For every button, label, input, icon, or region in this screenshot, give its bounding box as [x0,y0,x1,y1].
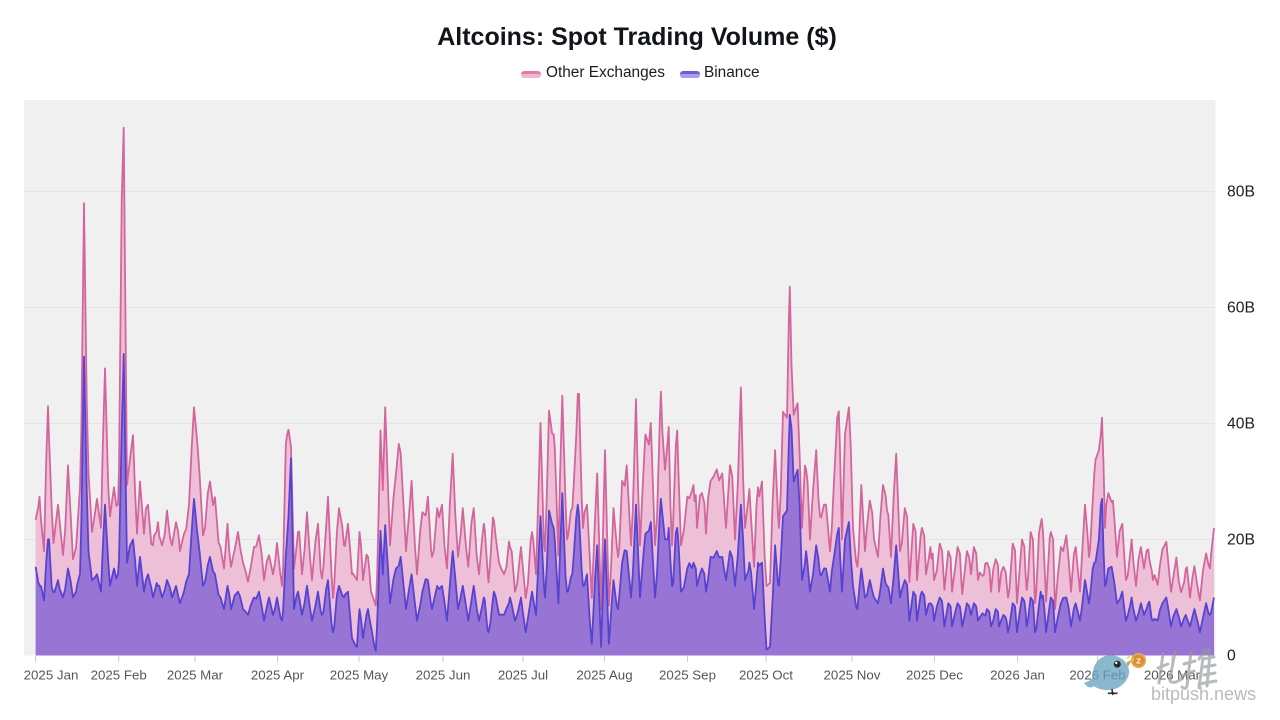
svg-text:2025 Apr: 2025 Apr [251,668,305,683]
svg-text:2025 Dec: 2025 Dec [906,668,963,683]
svg-text:2025 Oct: 2025 Oct [739,668,793,683]
svg-text:2026 Jan: 2026 Jan [990,668,1045,683]
svg-text:20B: 20B [1227,532,1255,549]
svg-text:2025 Mar: 2025 Mar [167,668,224,683]
svg-text:2025 Sep: 2025 Sep [659,668,716,683]
svg-text:2025 Jan: 2025 Jan [24,668,79,683]
svg-text:80B: 80B [1227,184,1255,201]
svg-text:2025 May: 2025 May [330,668,389,683]
svg-text:2025 Aug: 2025 Aug [576,668,632,683]
svg-text:0: 0 [1227,648,1236,665]
svg-text:2025 Jul: 2025 Jul [498,668,548,683]
svg-text:2025 Feb: 2025 Feb [91,668,147,683]
svg-text:2025 Nov: 2025 Nov [824,668,881,683]
svg-text:40B: 40B [1227,416,1255,433]
svg-text:60B: 60B [1227,300,1255,317]
svg-text:2025 Jun: 2025 Jun [416,668,471,683]
svg-text:bitpush.news: bitpush.news [1151,684,1256,704]
svg-text:Z: Z [1136,657,1141,666]
